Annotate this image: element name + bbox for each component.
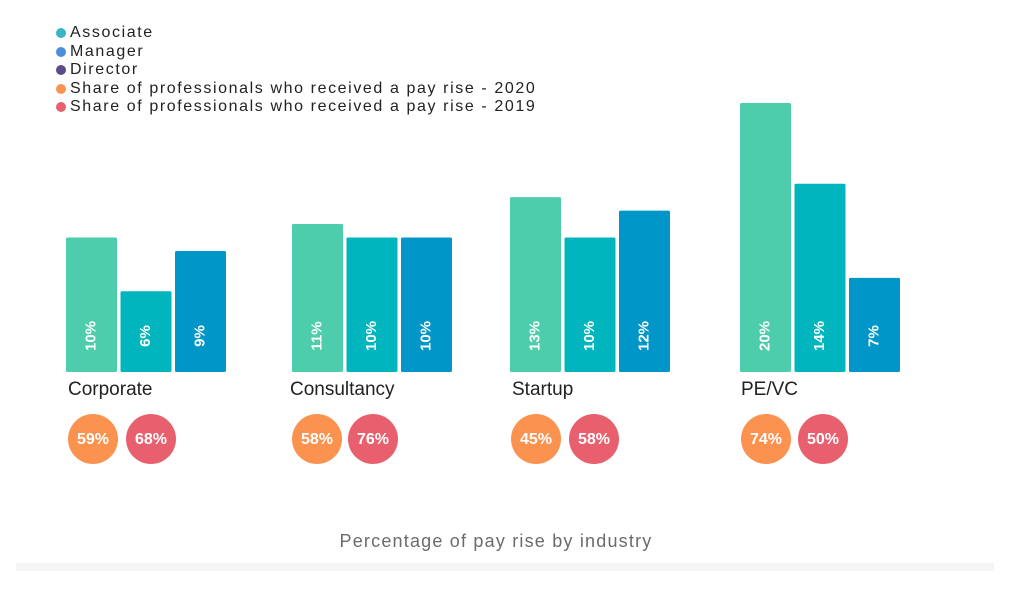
legend-item-share-2020: Share of professionals who received a pa…	[56, 80, 536, 99]
legend-item-manager: Manager	[56, 43, 536, 62]
share-label-corporate-2019: 68%	[135, 431, 167, 448]
bar-label-startup-associate: 13%	[526, 321, 543, 351]
legend-dot-manager	[56, 46, 66, 57]
bar-label-consultancy-director: 10%	[417, 321, 434, 351]
share-label-corporate-2020: 59%	[77, 431, 109, 448]
legend-item-share-2019: Share of professionals who received a pa…	[56, 98, 536, 117]
legend-label-associate: Associate	[70, 24, 154, 41]
bar-corporate-associate	[66, 237, 117, 372]
category-label-corporate: Corporate	[68, 379, 153, 400]
bar-label-corporate-associate: 10%	[82, 321, 99, 351]
bar-startup-associate	[510, 197, 561, 372]
bar-consultancy-director	[401, 237, 452, 372]
bar-consultancy-associate	[292, 224, 343, 372]
chart-title: Percentage of pay rise by industry	[339, 531, 653, 551]
category-label-startup: Startup	[512, 379, 573, 400]
bar-label-pe-vc-associate: 20%	[756, 321, 773, 351]
share-circle-startup-2019	[569, 414, 619, 464]
legend-dot-associate	[56, 28, 66, 39]
bar-label-startup-manager: 10%	[581, 321, 598, 351]
bar-consultancy-manager	[346, 237, 398, 372]
legend-label-share-2020: Share of professionals who received a pa…	[70, 79, 537, 97]
bar-label-corporate-manager: 6%	[137, 325, 154, 347]
category-label-consultancy: Consultancy	[290, 379, 395, 400]
bar-label-pe-vc-director: 7%	[865, 325, 882, 347]
share-circle-corporate-2019	[126, 414, 176, 464]
bar-label-corporate-director: 9%	[191, 325, 208, 347]
bar-pe-vc-director	[849, 277, 900, 372]
share-circle-corporate-2020	[68, 414, 118, 464]
share-circle-consultancy-2020	[292, 414, 342, 464]
legend: Associate Manager Director Share of prof…	[56, 24, 536, 117]
share-label-pe-vc-2020: 74%	[750, 431, 782, 448]
share-circle-consultancy-2019	[348, 414, 398, 464]
bar-pe-vc-manager	[794, 183, 846, 372]
legend-label-director: Director	[70, 61, 139, 78]
bar-label-pe-vc-manager: 14%	[811, 321, 828, 351]
legend-label-manager: Manager	[70, 42, 145, 60]
bar-startup-manager	[564, 237, 616, 372]
legend-item-associate: Associate	[56, 24, 536, 43]
footer-strip	[16, 563, 994, 571]
share-circle-startup-2020	[511, 414, 561, 464]
legend-label-share-2019: Share of professionals who received a pa…	[70, 98, 537, 115]
legend-dot-share-2020	[56, 83, 66, 94]
bar-startup-director	[619, 210, 670, 372]
bar-label-startup-director: 12%	[635, 321, 652, 351]
bar-label-consultancy-associate: 11%	[308, 321, 325, 350]
share-label-startup-2019: 58%	[578, 431, 610, 448]
bar-label-consultancy-manager: 10%	[363, 321, 380, 351]
bar-pe-vc-associate	[740, 103, 791, 372]
legend-dot-director	[56, 65, 66, 76]
legend-dot-share-2019	[56, 102, 66, 113]
share-label-consultancy-2019: 76%	[357, 431, 389, 448]
share-label-consultancy-2020: 58%	[301, 431, 333, 448]
category-label-pe-vc: PE/VC	[741, 379, 798, 400]
share-label-pe-vc-2019: 50%	[807, 431, 839, 448]
share-circle-pe-vc-2019	[798, 414, 848, 464]
share-circle-pe-vc-2020	[741, 414, 791, 464]
bar-corporate-director	[175, 250, 226, 372]
legend-item-director: Director	[56, 61, 536, 80]
bar-corporate-manager	[120, 291, 172, 372]
share-label-startup-2020: 45%	[520, 431, 552, 448]
